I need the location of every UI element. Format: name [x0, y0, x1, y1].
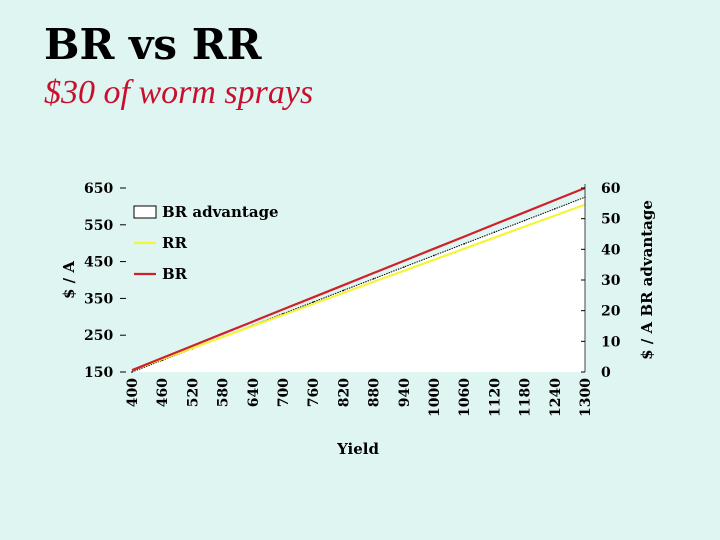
y2-tick-label: 60 — [601, 181, 621, 197]
data-point-br-advantage — [523, 219, 526, 222]
y-tick-label: 450 — [84, 255, 113, 271]
y2-axis-title: $ / A BR advantage — [638, 200, 656, 360]
slide-title: BR vs RR — [44, 20, 262, 69]
y2-tick-label: 10 — [601, 334, 621, 350]
y2-tick-label: 30 — [601, 273, 621, 289]
data-point-br-advantage — [403, 266, 405, 268]
y-axis-title: $ / A — [60, 261, 78, 299]
y2-tick-label: 40 — [601, 242, 621, 258]
x-tick-label: 1000 — [427, 378, 443, 417]
x-tick-label: 820 — [336, 378, 352, 407]
x-tick-label: 400 — [125, 378, 141, 407]
legend-label: BR advantage — [162, 203, 279, 221]
x-tick-label: 1300 — [578, 378, 594, 417]
y-tick-label: 150 — [84, 365, 113, 381]
x-tick-label: 700 — [276, 378, 292, 407]
plot-area — [131, 186, 586, 373]
series-line-br — [131, 186, 586, 372]
x-tick-label: 520 — [185, 378, 201, 407]
legend: BR advantage RR BR — [133, 203, 279, 283]
x-tick-label: 1180 — [518, 378, 534, 417]
y2-tick-label: 50 — [601, 212, 621, 228]
x-tick-label: 1240 — [548, 378, 564, 417]
data-point-br-advantage — [312, 301, 315, 303]
data-point-br-advantage — [493, 231, 496, 233]
x-tick-label: 880 — [367, 378, 383, 407]
y-tick-label: 350 — [84, 291, 113, 307]
x-axis-title: Yield — [336, 440, 379, 458]
legend-label: RR — [162, 234, 187, 252]
data-point-br-advantage — [433, 254, 435, 257]
x-tick-label: 1060 — [457, 378, 473, 417]
legend-label: BR — [162, 265, 188, 283]
x-tick-label: 580 — [216, 378, 232, 407]
data-point-br-advantage — [463, 243, 466, 245]
y2-tick-label: 20 — [601, 304, 621, 320]
slide-subtitle: $30 of worm sprays — [44, 74, 314, 111]
legend-swatch-br-advantage — [133, 205, 157, 219]
y-tick-label: 250 — [84, 328, 113, 344]
axes: 150 250 350 450 550 650 0 10 20 30 40 50 60 400 460 520… — [60, 181, 656, 458]
data-point-br-advantage — [554, 208, 556, 210]
data-point-br-advantage — [342, 289, 345, 292]
x-tick-label: 460 — [155, 378, 171, 407]
x-tick-label: 1120 — [487, 378, 503, 417]
x-tick-label: 640 — [246, 378, 262, 407]
y2-tick-label: 0 — [601, 365, 611, 381]
series-line-rr — [131, 203, 586, 372]
data-point-br-advantage — [372, 277, 375, 280]
data-point-br-advantage — [131, 371, 133, 373]
y-tick-label: 550 — [84, 218, 113, 234]
x-tick-label: 760 — [306, 378, 322, 407]
y-tick-label: 650 — [84, 181, 113, 197]
x-tick-label: 940 — [397, 378, 413, 407]
